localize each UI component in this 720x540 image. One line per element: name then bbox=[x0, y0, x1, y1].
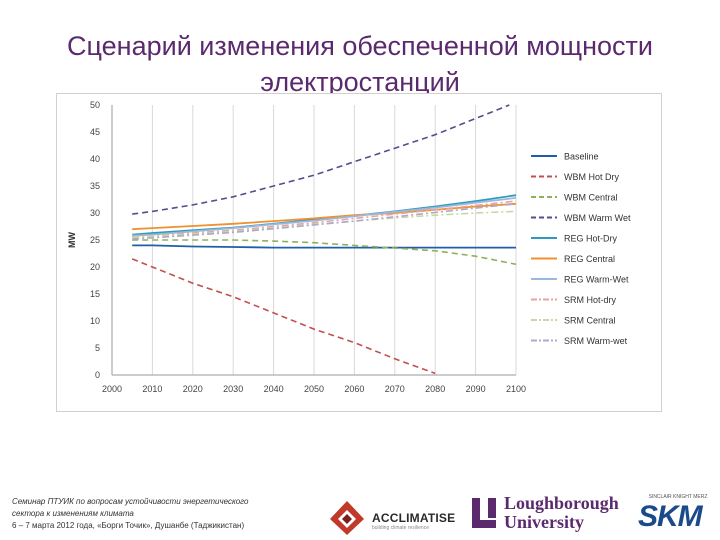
y-tick-label-0: 0 bbox=[95, 370, 100, 380]
loughborough-line1: Loughborough bbox=[504, 493, 619, 513]
y-tick-label-25: 25 bbox=[90, 235, 100, 245]
y-tick-label-20: 20 bbox=[90, 262, 100, 272]
x-tick-label-2060: 2060 bbox=[344, 384, 364, 394]
y-tick-label-30: 30 bbox=[90, 208, 100, 218]
legend-label-reg-warm-wet: REG Warm-Wet bbox=[564, 275, 629, 285]
legend-label-reg-central: REG Central bbox=[564, 254, 615, 264]
line-chart: 0 5 10 15 20 25 30 35 40 45 50 2000 2010 2020 2030 2040… bbox=[67, 100, 631, 394]
x-tick-label-2010: 2010 bbox=[142, 384, 162, 394]
footer: Семинар ПТУИК по вопросам устойчивости э… bbox=[0, 480, 720, 540]
legend-label-srm-hot-dry: SRM Hot-dry bbox=[564, 295, 617, 305]
y-tick-label-15: 15 bbox=[90, 289, 100, 299]
slide-title: Сценарий изменения обеспеченной мощности… bbox=[0, 28, 720, 100]
series-line-srm-hot-dry bbox=[132, 200, 517, 238]
legend-label-wbm-hot-dry: WBM Hot Dry bbox=[564, 172, 619, 182]
skm-name: SKM bbox=[638, 500, 703, 533]
x-tick-label-2000: 2000 bbox=[102, 384, 122, 394]
series-line-reg-central bbox=[132, 202, 517, 231]
y-tick-label-40: 40 bbox=[90, 154, 100, 164]
footer-line3: 6 – 7 марта 2012 года, «Борги Точик», Ду… bbox=[12, 521, 245, 530]
y-axis-label: MW bbox=[67, 232, 77, 248]
acclimatise-name: ACCLIMATISE bbox=[372, 511, 456, 525]
legend-label-srm-warm-wet: SRM Warm-wet bbox=[564, 336, 628, 346]
acclimatise-mark-icon bbox=[330, 501, 364, 535]
x-tick-label-2080: 2080 bbox=[425, 384, 445, 394]
acclimatise-subtitle: building climate resilience bbox=[372, 525, 429, 531]
legend-label-baseline: Baseline bbox=[564, 152, 599, 162]
series-line-baseline bbox=[132, 244, 516, 249]
y-tick-label-50: 50 bbox=[90, 100, 100, 110]
x-tick-label-2020: 2020 bbox=[183, 384, 203, 394]
footer-line1: Семинар ПТУИК по вопросам устойчивости э… bbox=[12, 497, 249, 506]
series-line-wbm-hot-dry bbox=[131, 258, 436, 375]
y-tick-label-35: 35 bbox=[90, 181, 100, 191]
series-line-srm-central bbox=[132, 210, 517, 239]
loughborough-line2: University bbox=[504, 512, 584, 532]
slide-title-line2: электростанций bbox=[260, 67, 460, 97]
footer-line2: сектора к изменениям климата bbox=[12, 509, 134, 518]
y-tick-label-45: 45 bbox=[90, 127, 100, 137]
legend-label-wbm-central: WBM Central bbox=[564, 193, 618, 203]
y-tick-label-10: 10 bbox=[90, 316, 100, 326]
loughborough-name: Loughborough University bbox=[504, 494, 619, 532]
series-line-srm-warm-wet bbox=[132, 203, 517, 240]
legend-label-reg-hot-dry: REG Hot-Dry bbox=[564, 234, 618, 244]
legend-label-wbm-warm-wet: WBM Warm Wet bbox=[564, 213, 631, 223]
x-tick-label-2090: 2090 bbox=[466, 384, 486, 394]
x-tick-label-2050: 2050 bbox=[304, 384, 324, 394]
series-line-wbm-central bbox=[132, 239, 517, 266]
footer-text: Семинар ПТУИК по вопросам устойчивости э… bbox=[12, 496, 312, 532]
series-line-reg-warm-wet bbox=[132, 197, 517, 237]
x-tick-label-2100: 2100 bbox=[506, 384, 526, 394]
x-tick-label-2070: 2070 bbox=[385, 384, 405, 394]
slide-title-line1: Сценарий изменения обеспеченной мощности bbox=[67, 31, 653, 61]
loughborough-mark-icon bbox=[472, 498, 496, 528]
x-tick-label-2040: 2040 bbox=[264, 384, 284, 394]
x-tick-label-2030: 2030 bbox=[223, 384, 243, 394]
legend-label-srm-central: SRM Central bbox=[564, 316, 616, 326]
skm-tagline: SINCLAIR KNIGHT MERZ bbox=[648, 494, 708, 500]
series-line-reg-hot-dry bbox=[132, 194, 517, 236]
skm-logo: SINCLAIR KNIGHT MERZ SKM bbox=[636, 494, 716, 538]
chart-container: 0 5 10 15 20 25 30 35 40 45 50 2000 2010 2020 2030 2040… bbox=[56, 93, 662, 412]
series-line-wbm-warm-wet bbox=[132, 104, 510, 215]
loughborough-logo: Loughborough University bbox=[470, 494, 620, 536]
y-tick-label-5: 5 bbox=[95, 343, 100, 353]
acclimatise-logo: ACCLIMATISE building climate resilience bbox=[326, 497, 466, 537]
